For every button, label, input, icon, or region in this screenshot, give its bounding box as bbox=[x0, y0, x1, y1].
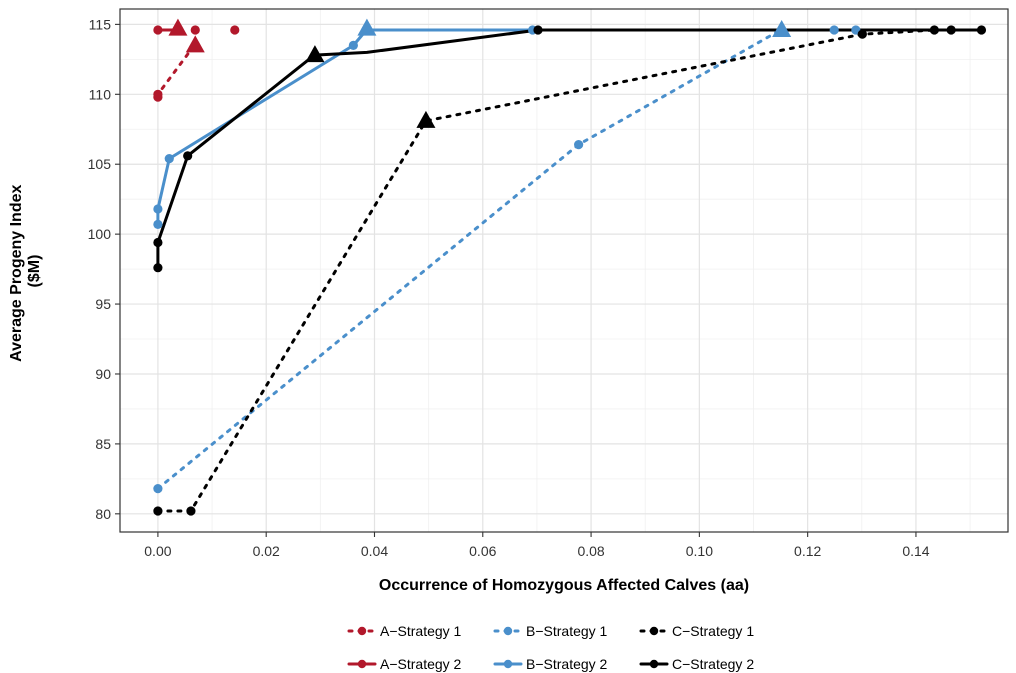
legend-key-point bbox=[357, 659, 367, 669]
legend: A−Strategy 1 A−Strategy 2 B−Strategy 1 B−St… bbox=[347, 623, 754, 672]
legend-label: B−Strategy 2 bbox=[526, 656, 608, 672]
legend-item: B−Strategy 1 bbox=[493, 623, 608, 639]
legend-item: B−Strategy 2 bbox=[493, 656, 608, 672]
series-4-point bbox=[153, 204, 163, 214]
series-4-point bbox=[164, 154, 174, 164]
legend-key-point bbox=[357, 626, 367, 636]
legend-key-point bbox=[503, 659, 513, 669]
x-tick-label: 0.02 bbox=[253, 543, 280, 559]
x-tick-label: 0.10 bbox=[686, 543, 713, 559]
triangle-marker bbox=[185, 35, 205, 53]
legend-label: C−Strategy 2 bbox=[672, 656, 754, 672]
series-5-point bbox=[946, 25, 956, 35]
series-6-point bbox=[153, 237, 163, 248]
triangle-marker bbox=[305, 45, 325, 63]
legend-label: C−Strategy 1 bbox=[672, 623, 754, 639]
grid bbox=[120, 9, 1008, 532]
x-tick-label: 0.06 bbox=[469, 543, 496, 559]
series-6-point bbox=[533, 25, 543, 35]
series-6-point bbox=[153, 263, 163, 273]
marker-layer bbox=[153, 18, 987, 516]
series-1-point bbox=[153, 89, 163, 99]
series-3-point bbox=[851, 25, 861, 35]
series-line-6 bbox=[156, 28, 983, 270]
series-6-point bbox=[183, 151, 193, 161]
plot-panel-border bbox=[119, 8, 1009, 533]
legend-label: B−Strategy 1 bbox=[526, 623, 608, 639]
series-5-point bbox=[153, 506, 163, 516]
triangle-marker bbox=[357, 18, 377, 36]
x-tick-label: 0.08 bbox=[577, 543, 604, 559]
y-axis-title-line-1: Average Progeny Index bbox=[8, 185, 25, 362]
series-1-point bbox=[230, 25, 240, 35]
legend-item: C−Strategy 2 bbox=[639, 656, 754, 672]
legend-label: A−Strategy 2 bbox=[380, 656, 462, 672]
series-4-point bbox=[153, 219, 163, 229]
y-tick-label: 105 bbox=[88, 156, 112, 172]
series-line-3 bbox=[156, 28, 858, 491]
legend-item: C−Strategy 1 bbox=[639, 623, 754, 639]
legend-key-point bbox=[649, 626, 659, 636]
series-5-point bbox=[186, 506, 196, 516]
x-axis-title: Occurrence of Homozygous Affected Calves… bbox=[379, 577, 749, 594]
series-3-point bbox=[829, 25, 839, 35]
x-tick-label: 0.14 bbox=[902, 543, 929, 559]
legend-item: A−Strategy 1 bbox=[347, 623, 462, 639]
series-line-5 bbox=[156, 28, 983, 513]
y-tick-label: 80 bbox=[95, 506, 111, 522]
triangle-marker bbox=[168, 18, 188, 36]
series-layer bbox=[156, 28, 983, 513]
axis-ticks: 0.00 0.02 0.04 0.06 0.08 0.10 0.12 0.14 80 85 90 95… bbox=[88, 16, 930, 559]
legend-item: A−Strategy 2 bbox=[347, 656, 462, 672]
series-5-point bbox=[929, 25, 939, 35]
series-3-point bbox=[574, 140, 584, 150]
y-tick-label: 100 bbox=[88, 226, 112, 242]
legend-key-point bbox=[649, 659, 659, 669]
x-tick-label: 0.00 bbox=[144, 543, 171, 559]
triangle-marker bbox=[416, 110, 436, 128]
series-4-point bbox=[348, 40, 358, 50]
y-tick-label: 95 bbox=[95, 296, 111, 312]
x-tick-label: 0.12 bbox=[794, 543, 821, 559]
y-tick-label: 115 bbox=[89, 16, 112, 32]
series-2-point bbox=[153, 25, 163, 35]
y-tick-label: 90 bbox=[95, 366, 111, 382]
triangle-marker bbox=[772, 19, 792, 37]
y-tick-label: 85 bbox=[95, 436, 111, 452]
legend-key-point bbox=[503, 626, 513, 636]
series-3-point bbox=[153, 484, 163, 494]
series-5-point bbox=[857, 29, 867, 39]
series-5-point bbox=[976, 25, 987, 35]
y-axis-title-line-2: ($M) bbox=[26, 255, 43, 288]
y-axis-title: Average Progeny Index ($M) bbox=[8, 180, 43, 362]
legend-label: A−Strategy 1 bbox=[380, 623, 462, 639]
x-tick-label: 0.04 bbox=[361, 543, 388, 559]
series-1-point bbox=[190, 25, 200, 35]
y-tick-label: 110 bbox=[89, 86, 112, 102]
